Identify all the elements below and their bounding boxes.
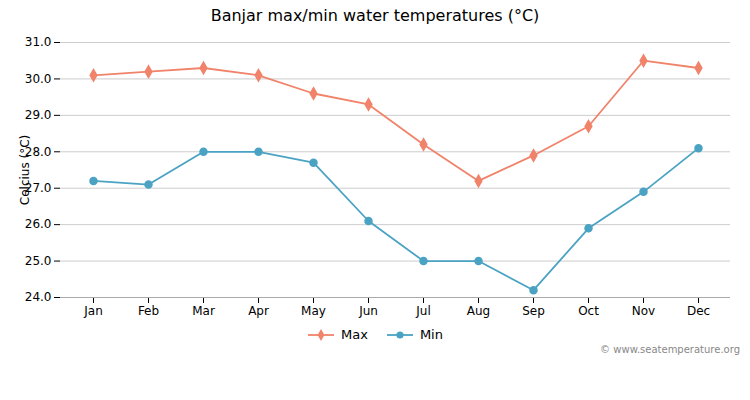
svg-text:Dec: Dec xyxy=(687,304,710,318)
svg-text:Jun: Jun xyxy=(358,304,378,318)
svg-text:Celcius (°C): Celcius (°C) xyxy=(18,135,32,205)
svg-text:Sep: Sep xyxy=(522,304,545,318)
html-text:Banjar max/min water temperatu: Banjar max/min water temperatures (°C) xyxy=(210,6,540,25)
svg-text:Mar: Mar xyxy=(192,304,215,318)
html-text:Max: Max xyxy=(341,327,368,342)
svg-text:Jan: Jan xyxy=(83,304,103,318)
svg-text:25.0: 25.0 xyxy=(25,254,52,268)
svg-text:29.0: 29.0 xyxy=(25,108,52,122)
svg-text:30.0: 30.0 xyxy=(25,72,52,86)
svg-text:Oct: Oct xyxy=(578,304,599,318)
svg-text:Apr: Apr xyxy=(248,304,269,318)
svg-text:Aug: Aug xyxy=(467,304,490,318)
svg-text:27.0: 27.0 xyxy=(24,181,52,196)
html-text:© www.seatemperature.org: © www.seatemperature.org xyxy=(600,344,740,355)
svg-text:24.0: 24.0 xyxy=(25,290,52,304)
svg-text:28.0: 28.0 xyxy=(24,144,52,159)
svg-text:Nov: Nov xyxy=(632,304,655,318)
html-text:Min: Min xyxy=(419,327,443,342)
svg-text:Feb: Feb xyxy=(138,304,159,318)
svg-text:26.0: 26.0 xyxy=(25,217,52,231)
svg-text:May: May xyxy=(301,304,326,318)
svg-text:31.0: 31.0 xyxy=(25,35,52,49)
svg-text:Jul: Jul xyxy=(415,304,430,318)
